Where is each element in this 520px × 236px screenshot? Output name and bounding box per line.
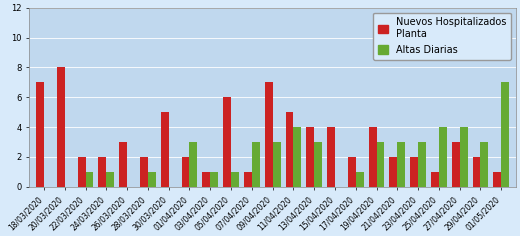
Bar [140,157,148,187]
Bar [348,157,356,187]
Bar [161,112,168,187]
Bar [181,157,189,187]
Bar [480,142,488,187]
Bar [369,127,376,187]
Bar [285,112,293,187]
Bar [98,157,106,187]
Bar [210,172,218,187]
Bar [473,157,480,187]
Bar [493,172,501,187]
Bar [77,157,85,187]
Bar [397,142,405,187]
Bar [439,127,447,187]
Bar [356,172,363,187]
Bar [106,172,114,187]
Bar [501,82,509,187]
Bar [327,127,335,187]
Bar [314,142,322,187]
Bar [223,97,231,187]
Bar [389,157,397,187]
Bar [460,127,467,187]
Bar [452,142,460,187]
Bar [418,142,426,187]
Bar [293,127,301,187]
Bar [252,142,259,187]
Bar [244,172,252,187]
Bar [376,142,384,187]
Bar [57,67,65,187]
Bar [265,82,272,187]
Bar [202,172,210,187]
Bar [148,172,156,187]
Bar [410,157,418,187]
Bar [85,172,94,187]
Bar [431,172,439,187]
Bar [189,142,198,187]
Bar [36,82,44,187]
Bar [306,127,314,187]
Legend: Nuevos Hospitalizados
Planta, Altas Diarias: Nuevos Hospitalizados Planta, Altas Diar… [373,13,511,60]
Bar [119,142,127,187]
Bar [231,172,239,187]
Bar [272,142,280,187]
